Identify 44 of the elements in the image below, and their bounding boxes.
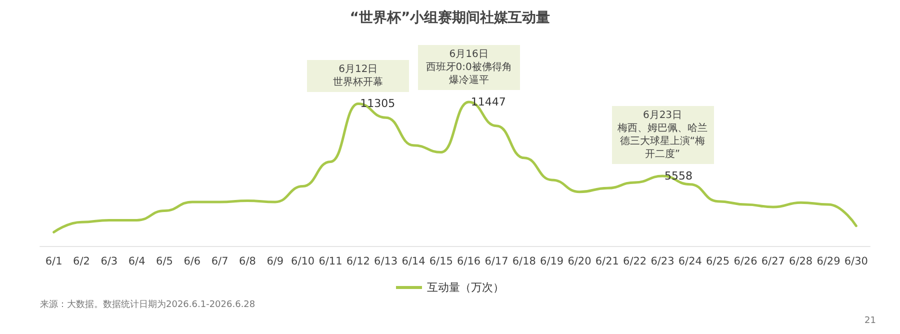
x-tick-label: 6/12 <box>346 256 370 268</box>
x-tick-label: 6/29 <box>816 256 840 268</box>
x-tick-label: 6/20 <box>568 256 592 268</box>
x-tick-label: 6/10 <box>291 256 315 268</box>
x-tick-label: 6/13 <box>374 256 398 268</box>
x-tick-label: 6/17 <box>484 256 508 268</box>
legend-label: 互动量（万次） <box>427 281 504 294</box>
chart-title: “世界杯”小组赛期间社媒互动量 <box>350 9 550 26</box>
source-note: 来源：大数据。数据统计日期为2026.6.1-2026.6.28 <box>40 298 256 311</box>
x-tick-label: 6/7 <box>211 256 228 268</box>
x-tick-label: 6/11 <box>318 256 342 268</box>
x-tick-label: 6/23 <box>650 256 674 268</box>
x-tick-label: 6/24 <box>678 256 702 268</box>
x-tick-label: 6/4 <box>128 256 146 268</box>
x-tick-label: 6/22 <box>623 256 647 268</box>
x-tick-label: 6/15 <box>429 256 453 268</box>
annotation: 西班牙0:0被佛得角爆冷逼平 <box>424 60 513 87</box>
callout-box: 6月16日 西班牙0:0被佛得角爆冷逼平 <box>418 44 520 90</box>
x-tick-label: 6/21 <box>595 256 619 268</box>
x-tick-label: 6/14 <box>402 256 426 268</box>
x-tick-label: 6/6 <box>184 256 201 268</box>
annotation: 6月23日 <box>642 109 684 122</box>
x-tick-label: 6/5 <box>156 256 173 268</box>
annotation: 梅西、姆巴佩、哈兰德三大球星上演“梅开二度” <box>616 122 708 162</box>
x-tick-label: 6/28 <box>789 256 813 268</box>
annotation: 世界杯开幕 <box>332 76 384 89</box>
x-tick-label: 6/3 <box>100 256 118 268</box>
data-label: 11447 <box>470 95 506 108</box>
data-label: 5558 <box>664 170 692 183</box>
x-tick-label: 6/19 <box>540 256 564 268</box>
x-tick-label: 6/2 <box>73 256 90 268</box>
x-tick-label: 6/1 <box>45 256 62 268</box>
data-label: 11305 <box>360 97 396 110</box>
text: 21 <box>864 316 876 326</box>
x-tick-label: 6/16 <box>457 256 481 268</box>
x-tick-label: 6/18 <box>512 256 536 268</box>
x-tick-label: 6/8 <box>239 256 256 268</box>
x-tick-label: 6/26 <box>734 256 758 268</box>
callout-box: 6月12日 世界杯开幕 <box>307 60 410 92</box>
x-tick-label: 6/25 <box>706 256 730 268</box>
x-tick-label: 6/27 <box>761 256 785 268</box>
x-tick-label: 6/9 <box>266 256 284 268</box>
callout-box: 6月23日 梅西、姆巴佩、哈兰德三大球星上演“梅开二度” <box>612 106 714 164</box>
x-tick-label: 6/30 <box>844 256 868 268</box>
